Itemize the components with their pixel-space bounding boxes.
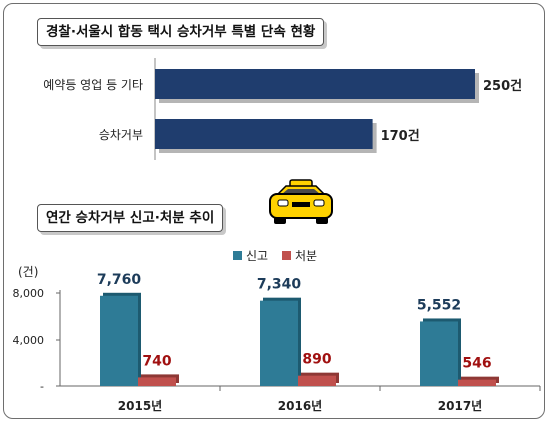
action-bar-2016년	[298, 375, 336, 386]
x-label-2016: 2016년	[278, 399, 322, 413]
report-bar-2015년	[100, 295, 138, 386]
action-value-label: 546	[462, 356, 491, 372]
top-bars: 250건 170건	[155, 69, 522, 153]
top-bar-value-label: 250건	[483, 78, 522, 94]
top-bar-value-label: 170건	[381, 128, 420, 144]
legend: 신고 처분	[233, 249, 317, 263]
y-tick-label-8000: 8,000	[13, 287, 45, 300]
x-label-2015: 2015년	[118, 399, 162, 413]
report-value-label: 7,760	[97, 272, 142, 288]
legend-swatch-action	[282, 251, 291, 260]
top-bar	[155, 119, 373, 149]
report-bar-2017년	[420, 321, 458, 386]
top-category-label-other: 예약등 영업 등 기타	[43, 77, 143, 92]
y-axis-unit-label: (건)	[18, 265, 38, 279]
legend-label-action: 처분	[295, 249, 317, 263]
top-category-label-refusal: 승차거부	[99, 128, 143, 142]
report-value-label: 5,552	[417, 297, 461, 313]
report-bar-2016년	[260, 300, 298, 386]
x-label-2017: 2017년	[438, 399, 482, 413]
legend-label-report: 신고	[246, 249, 268, 263]
bottom-bars: 7,760 740 7,340 890 5,552 546	[97, 272, 499, 386]
action-bar-2017년	[458, 379, 496, 386]
y-tick-label-4000: 4,000	[13, 334, 45, 347]
action-value-label: 890	[302, 352, 331, 368]
action-value-label: 740	[142, 353, 171, 369]
action-bar-2015년	[138, 377, 176, 386]
annual-chart-title: 연간 승차거부 신고·처분 추이	[37, 204, 224, 232]
crackdown-chart-title: 경찰·서울시 합동 택시 승차거부 특별 단속 현황	[37, 18, 325, 46]
y-tick-label-0: -	[40, 380, 44, 393]
taxi-icon	[269, 179, 333, 224]
legend-swatch-report	[233, 251, 242, 260]
report-value-label: 7,340	[257, 277, 302, 293]
top-bar	[155, 69, 475, 99]
